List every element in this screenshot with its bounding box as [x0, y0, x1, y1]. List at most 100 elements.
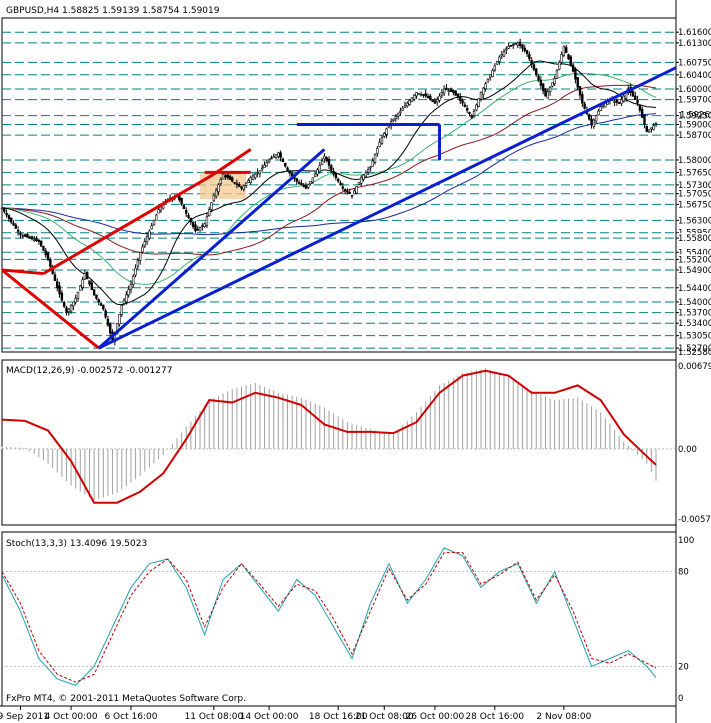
- candle-bull: [261, 167, 264, 170]
- time-label: 4 Oct 00:00: [45, 712, 98, 722]
- candle-bear: [346, 190, 349, 193]
- candle-bear: [424, 93, 427, 97]
- candle-bull: [592, 119, 596, 127]
- candle-bear: [194, 224, 197, 232]
- candle-bear: [37, 239, 41, 242]
- time-label: 26 Oct 00:00: [406, 712, 465, 722]
- candle-bull: [558, 62, 561, 70]
- candle-bull: [251, 175, 255, 181]
- candle-bull: [256, 172, 259, 174]
- price-label: 1.56300: [678, 216, 711, 226]
- candle-bull: [479, 92, 483, 100]
- candle-bear: [231, 177, 234, 182]
- price-label: 1.54400: [678, 284, 711, 294]
- candle-bull: [221, 173, 225, 180]
- price-label-bg: [677, 227, 710, 238]
- candle-bull: [438, 95, 441, 101]
- candle-bear: [102, 304, 105, 310]
- candle-bull: [274, 154, 278, 158]
- red-trendline: [42, 172, 215, 275]
- candle-bear: [226, 174, 229, 179]
- candle-bull: [369, 166, 372, 169]
- candle-bull: [81, 279, 84, 288]
- candle-bear: [330, 165, 333, 171]
- price-label: 1.59000: [678, 120, 711, 130]
- candle-bear: [636, 99, 639, 104]
- candle-bear: [99, 303, 103, 306]
- candle-bull: [383, 133, 386, 137]
- candle-bull: [214, 189, 218, 197]
- price-label-bg: [677, 130, 710, 141]
- candle-bear: [339, 182, 342, 186]
- candle-bull: [272, 156, 275, 158]
- candle-bull: [205, 216, 209, 226]
- price-label-bg: [677, 37, 710, 48]
- time-label: 11 Oct 08:00: [185, 712, 244, 722]
- candle-bear: [191, 221, 195, 227]
- price-label-bg: [677, 154, 710, 165]
- candle-bear: [10, 217, 13, 223]
- candle-bear: [528, 54, 531, 60]
- candle-bear: [42, 245, 45, 251]
- candle-bear: [60, 292, 64, 301]
- candle-bear: [509, 45, 513, 47]
- candle-bear: [39, 240, 43, 247]
- candle-bear: [233, 182, 236, 184]
- candle-bull: [500, 54, 503, 57]
- candle-bull: [141, 246, 144, 253]
- candle-bull: [258, 170, 262, 175]
- price-label: 1.57050: [678, 190, 711, 200]
- candle-bear: [422, 93, 425, 96]
- candle-bear: [180, 197, 183, 205]
- candle-bull: [415, 92, 418, 97]
- candle-bear: [334, 173, 338, 179]
- candle-bear: [431, 99, 434, 102]
- candle-bull: [145, 235, 149, 243]
- candle-bear: [571, 64, 575, 72]
- candle-bull: [482, 87, 485, 95]
- candle-bull: [491, 70, 494, 77]
- stoch-axis-label: 80: [678, 568, 689, 578]
- candle-bear: [14, 224, 18, 229]
- price-label-bg: [677, 83, 710, 94]
- candle-bull: [311, 177, 315, 183]
- candle-bear: [65, 307, 68, 313]
- candle-bull: [408, 100, 411, 105]
- candle-bull: [396, 113, 400, 117]
- candle-bear: [449, 88, 453, 92]
- candle-bear: [90, 282, 94, 290]
- candle-bear: [518, 41, 522, 46]
- candle-bull: [203, 223, 206, 227]
- moving-average-short: [1, 60, 657, 306]
- candle-bear: [569, 56, 572, 66]
- candle-bull: [371, 160, 374, 167]
- candle-bull: [67, 308, 70, 312]
- macd-axis-label: -0.00573: [678, 515, 711, 525]
- candle-bear: [535, 68, 538, 76]
- time-label: 18 Oct 16:00: [309, 712, 368, 722]
- price-label-bg: [677, 265, 710, 276]
- candle-bear: [5, 212, 8, 216]
- candle-bull: [159, 206, 163, 211]
- candle-bull: [201, 225, 204, 227]
- candle-bull: [419, 94, 423, 96]
- candle-bull: [263, 165, 266, 168]
- candle-bull: [516, 42, 520, 46]
- price-label-bg: [677, 343, 710, 354]
- candle-bull: [392, 118, 395, 122]
- candle-bear: [530, 60, 533, 65]
- candle-bear: [645, 126, 648, 132]
- candle-bear: [286, 167, 289, 171]
- candle-bear: [16, 229, 20, 232]
- red-trendline: [1, 268, 44, 276]
- price-label: 1.58000: [678, 156, 711, 166]
- price-label: 1.57650: [678, 168, 711, 178]
- candle-bull: [210, 202, 213, 210]
- candle-bull: [79, 285, 82, 291]
- candle-bull: [277, 152, 280, 157]
- candle-bull: [514, 43, 517, 46]
- price-label: 1.59700: [678, 96, 711, 106]
